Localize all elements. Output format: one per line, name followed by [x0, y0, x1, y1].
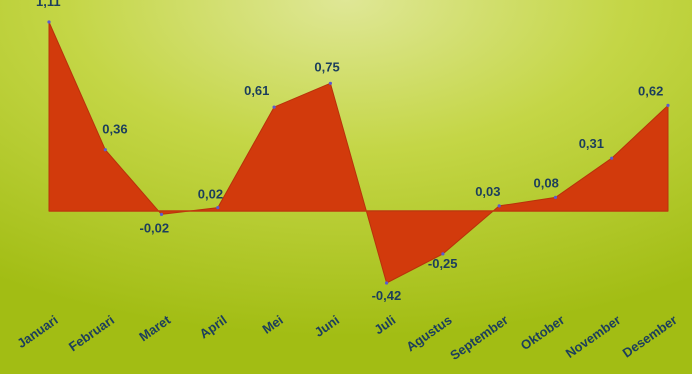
- data-label: 0,02: [198, 187, 223, 202]
- data-point: [497, 204, 501, 208]
- data-point: [610, 156, 614, 160]
- data-point: [272, 105, 276, 109]
- data-label: 1,11: [36, 0, 61, 9]
- data-label: -0,02: [140, 220, 170, 235]
- data-label: 0,08: [534, 175, 559, 190]
- data-point: [553, 195, 558, 199]
- data-label: 0,36: [102, 122, 127, 137]
- data-label: 0,61: [244, 83, 269, 98]
- data-label: 0,75: [314, 59, 339, 74]
- data-point: [103, 148, 107, 152]
- data-point: [441, 252, 445, 256]
- data-point: [159, 212, 164, 216]
- data-label: -0,42: [372, 288, 402, 303]
- data-point: [385, 281, 389, 285]
- data-label: 0,62: [638, 83, 663, 98]
- data-point: [666, 103, 670, 107]
- data-label: -0,25: [428, 256, 458, 271]
- data-label-layer: 1,11 0,36 -0,02 0,02 0,61 0,75 -0,42 -0,25 0,03 0…: [36, 0, 670, 303]
- data-label: 0,03: [475, 184, 500, 199]
- data-label: 0,31: [579, 136, 604, 151]
- data-point: [47, 20, 51, 24]
- data-point: [216, 206, 220, 210]
- data-point: [328, 81, 332, 85]
